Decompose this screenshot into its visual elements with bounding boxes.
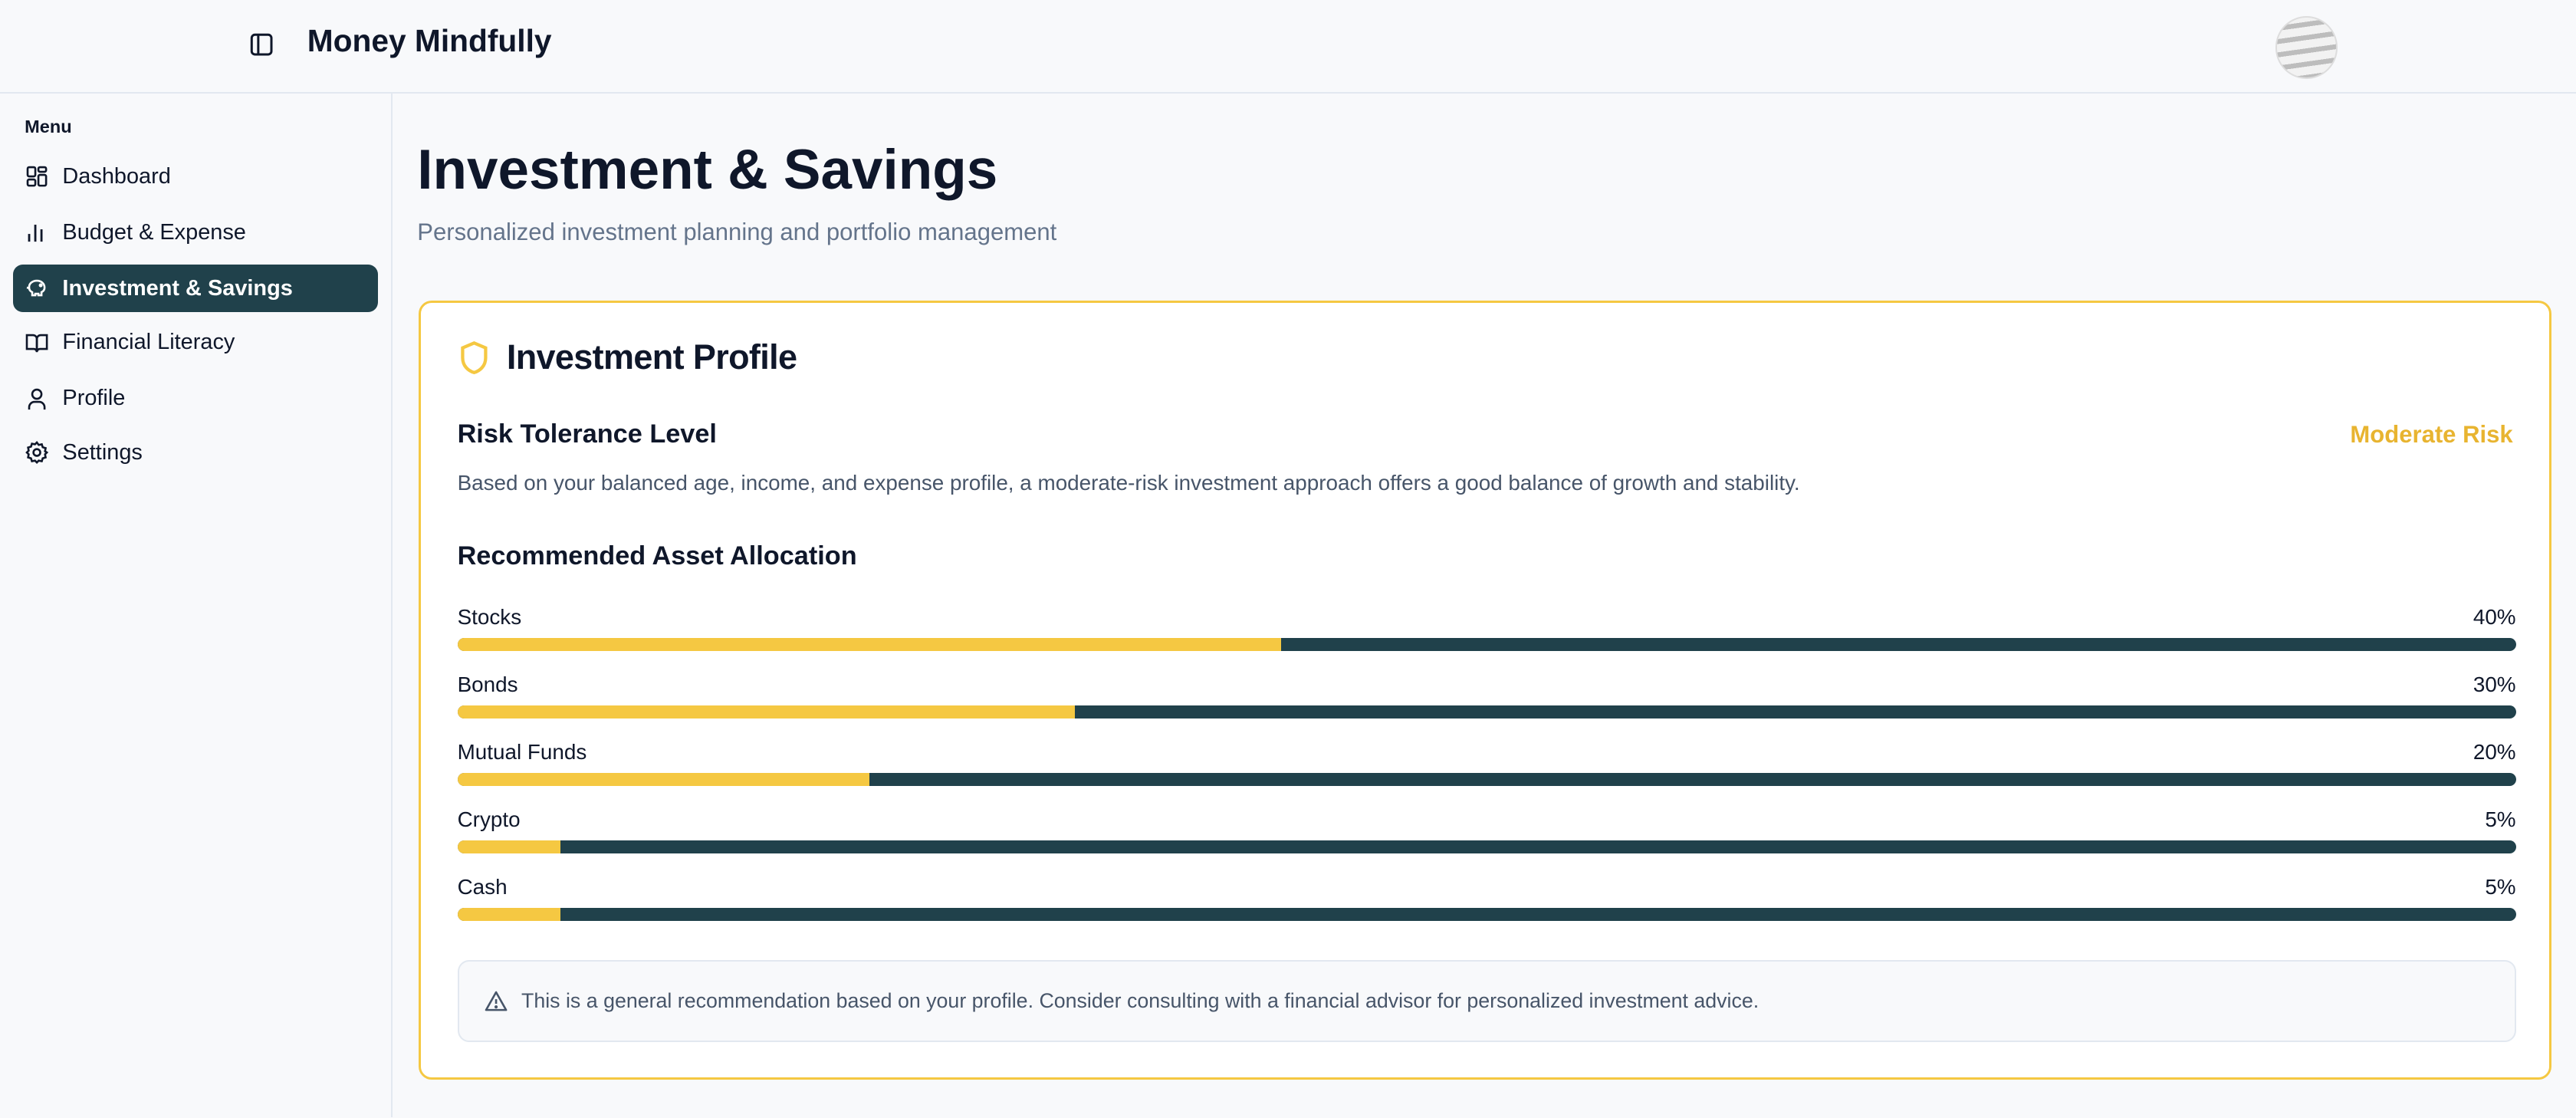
allocation-label: Cash [457, 874, 508, 899]
allocation-percent: 30% [2472, 672, 2516, 697]
sidebar-item-label: Settings [62, 439, 143, 465]
allocation-label: Bonds [457, 672, 518, 697]
sidebar-item-label: Dashboard [62, 163, 171, 189]
allocation-bar [457, 907, 2516, 921]
user-icon [28, 388, 46, 409]
allocation-label: Stocks [457, 605, 522, 630]
allocation-bar-fill [457, 638, 1281, 652]
allocation-percent: 5% [2485, 874, 2516, 899]
sidebar-item-financial-literacy[interactable]: Financial Literacy [13, 319, 378, 367]
piggy-bank-icon [26, 279, 46, 297]
dashboard-icon [26, 166, 48, 187]
allocation-label: Mutual Funds [457, 740, 587, 765]
page-title: Investment & Savings [417, 139, 998, 201]
sidebar-item-profile[interactable]: Profile [13, 375, 378, 423]
book-icon [25, 334, 48, 353]
app-title: Money Mindfully [307, 23, 552, 58]
card-header: Investment Profile [458, 337, 797, 377]
allocation-bar-fill [457, 840, 560, 853]
card-title: Investment Profile [506, 337, 797, 377]
gear-icon [25, 441, 49, 465]
warning-icon [485, 991, 508, 1011]
allocation-bar [457, 638, 2516, 652]
menu-label: Menu [25, 117, 72, 137]
sidebar-item-settings[interactable]: Settings [13, 429, 378, 476]
allocation-bar [457, 705, 2516, 719]
sidebar: Menu Dashboard Budget & Expense Investme… [0, 94, 393, 1118]
allocation-title: Recommended Asset Allocation [457, 541, 857, 571]
risk-tolerance-label: Risk Tolerance Level [457, 419, 717, 449]
risk-tolerance-value: Moderate Risk [2350, 421, 2513, 449]
allocation-bar-fill [457, 907, 560, 921]
top-header: Money Mindfully [0, 0, 2576, 94]
sidebar-item-label: Investment & Savings [62, 275, 293, 301]
allocation-bar [457, 840, 2516, 853]
shield-icon [460, 340, 488, 374]
page-subtitle: Personalized investment planning and por… [417, 219, 1057, 245]
allocation-row: Stocks 40% [457, 605, 2516, 672]
advisory-note-text: This is a general recommendation based o… [521, 989, 1760, 1013]
sidebar-item-label: Budget & Expense [62, 219, 246, 245]
sidebar-item-dashboard[interactable]: Dashboard [13, 153, 378, 200]
allocation-percent: 40% [2472, 605, 2516, 630]
allocation-row: Mutual Funds 20% [457, 740, 2516, 807]
sidebar-toggle-icon[interactable] [248, 31, 274, 58]
sidebar-item-label: Financial Literacy [62, 330, 235, 355]
allocation-row: Cash 5% [457, 874, 2516, 942]
advisory-note: This is a general recommendation based o… [457, 960, 2516, 1043]
allocation-percent: 5% [2485, 807, 2516, 831]
sidebar-item-budget-expense[interactable]: Budget & Expense [13, 209, 378, 256]
sidebar-item-label: Profile [62, 386, 126, 411]
allocation-bar [457, 772, 2516, 787]
allocation-row: Bonds 30% [457, 672, 2516, 740]
allocation-percent: 20% [2472, 740, 2516, 765]
user-avatar[interactable] [2275, 16, 2338, 79]
sidebar-item-investment-savings[interactable]: Investment & Savings [13, 264, 378, 313]
allocation-bar-fill [457, 705, 1076, 719]
investment-profile-card: Investment Profile Risk Tolerance Level … [419, 301, 2551, 1080]
bar-chart-icon [28, 225, 43, 242]
allocation-row: Crypto 5% [457, 807, 2516, 875]
risk-description: Based on your balanced age, income, and … [457, 470, 1800, 495]
allocation-bar-fill [457, 772, 869, 787]
allocation-label: Crypto [457, 807, 521, 831]
allocation-list: Stocks 40% Bonds 30% Mutual Funds 20% Crypt… [457, 605, 2516, 942]
